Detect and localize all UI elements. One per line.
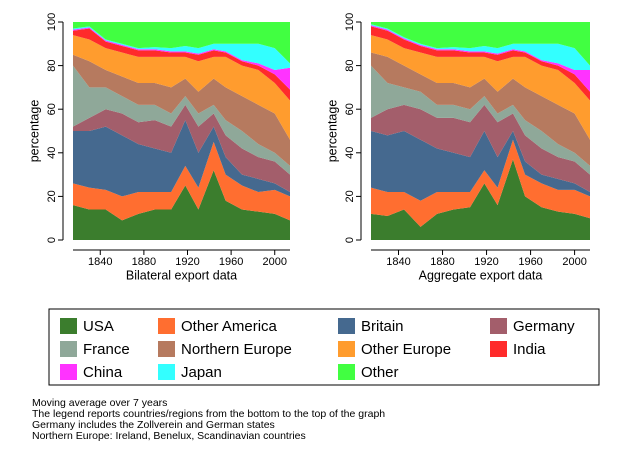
x-tick-label: 1920 — [474, 256, 498, 268]
area — [371, 26, 590, 101]
note: Northern Europe: Ireland, Benelux, Scand… — [32, 430, 306, 442]
x-tick-label: 2000 — [562, 256, 586, 268]
y-tick-label: 20 — [46, 190, 58, 202]
area — [73, 22, 290, 64]
legend-label: Japan — [181, 364, 222, 381]
x-tick-label: 1840 — [386, 256, 410, 268]
y-axis-label: percentage — [27, 100, 41, 163]
legend-label: Other America — [181, 318, 278, 335]
x-tick-label: 1960 — [518, 256, 542, 268]
area — [371, 24, 590, 70]
legend-swatch — [60, 341, 77, 357]
legend-swatch — [158, 341, 175, 357]
legend-label: Germany — [513, 318, 575, 335]
legend-swatch — [490, 318, 507, 334]
y-tick-label: 60 — [344, 103, 356, 115]
y-tick-label: 20 — [344, 190, 356, 202]
x-axis-label: Aggregate export data — [419, 268, 543, 282]
legend-label: India — [513, 341, 546, 358]
legend-label: Northern Europe — [181, 341, 292, 358]
legend-label: China — [83, 364, 123, 381]
legend-swatch — [60, 318, 77, 334]
area — [73, 104, 290, 193]
y-tick-label: 60 — [46, 103, 58, 115]
legend-label: Britain — [361, 318, 404, 335]
area — [371, 52, 590, 166]
area — [73, 170, 290, 240]
area — [73, 35, 290, 140]
note: Moving average over 7 years — [32, 397, 167, 409]
legend-label: Other Europe — [361, 341, 451, 358]
legend-box — [48, 308, 600, 386]
x-tick-label: 2000 — [262, 256, 286, 268]
x-tick-label: 1920 — [175, 256, 199, 268]
x-tick-label: 1880 — [132, 256, 156, 268]
area — [371, 22, 590, 66]
area — [371, 139, 590, 227]
x-tick-label: 1960 — [219, 256, 243, 268]
legend-swatch — [158, 318, 175, 334]
x-tick-label: 1880 — [430, 256, 454, 268]
area — [73, 28, 290, 101]
area — [73, 120, 290, 197]
area — [371, 35, 590, 140]
legend-swatch — [158, 364, 175, 380]
y-tick-label: 40 — [344, 147, 356, 159]
legend-swatch — [60, 364, 77, 380]
area — [371, 131, 590, 201]
y-tick-label: 0 — [46, 237, 58, 243]
area — [73, 26, 290, 70]
legend-swatch — [490, 341, 507, 357]
y-tick-label: 100 — [46, 13, 58, 31]
y-tick-label: 80 — [46, 59, 58, 71]
area — [73, 54, 290, 166]
x-tick-label: 1840 — [88, 256, 112, 268]
y-axis-label: percentage — [325, 100, 339, 163]
legend-swatch — [338, 318, 355, 334]
legend-label: Other — [361, 364, 399, 381]
area — [371, 159, 590, 240]
y-tick-label: 0 — [344, 237, 356, 243]
legend-label: France — [83, 341, 130, 358]
x-axis-label: Bilateral export data — [126, 268, 237, 282]
y-tick-label: 100 — [344, 13, 356, 31]
legend-swatch — [338, 341, 355, 357]
y-tick-label: 80 — [344, 59, 356, 71]
y-tick-label: 40 — [46, 147, 58, 159]
note: The legend reports countries/regions fro… — [32, 408, 385, 420]
note: Germany includes the Zollverein and Germ… — [32, 419, 275, 431]
legend-swatch — [338, 364, 355, 380]
area — [371, 104, 590, 193]
area — [73, 141, 290, 221]
legend-label: USA — [83, 318, 114, 335]
